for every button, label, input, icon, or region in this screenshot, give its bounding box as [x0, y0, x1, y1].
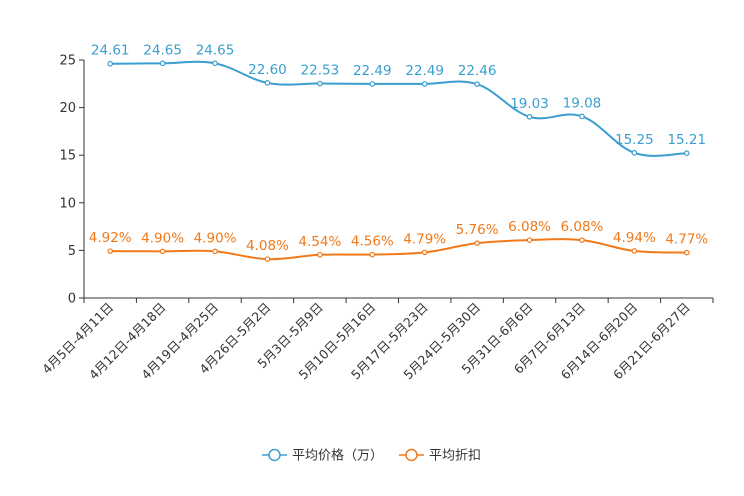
data-label: 22.46 [458, 63, 497, 79]
data-label: 4.90% [194, 230, 237, 246]
series-1: 4.92% 4.90% 4.90% 4.08% 4.54% 4.56% 4.79% 5.76%… [89, 219, 708, 262]
data-point[interactable] [159, 60, 166, 67]
data-point[interactable] [683, 150, 690, 157]
data-label: 4.54% [298, 234, 341, 250]
legend-item-0[interactable]: 平均价格（万） [262, 448, 383, 464]
data-point[interactable] [317, 251, 323, 258]
legend-item-1[interactable]: 平均折扣 [399, 449, 481, 464]
data-point[interactable] [369, 81, 376, 87]
data-point[interactable] [107, 60, 114, 67]
data-point[interactable] [264, 80, 271, 86]
data-point[interactable] [369, 251, 376, 258]
data-label: 24.61 [91, 43, 130, 59]
legend-label: 平均价格（万） [292, 448, 383, 464]
data-point[interactable] [579, 237, 585, 243]
data-label: 22.49 [353, 63, 392, 79]
data-label: 6.08% [561, 219, 604, 235]
series-layer: 24.61 24.65 24.65 22.60 22.53 22.49 22.49 22.46… [89, 42, 708, 262]
data-point[interactable] [631, 248, 638, 254]
data-point[interactable] [421, 81, 428, 87]
data-label: 4.79% [403, 231, 446, 247]
y-tick-label: 20 [59, 101, 76, 116]
y-tick-label: 15 [59, 149, 76, 164]
data-point[interactable] [317, 80, 323, 87]
legend-marker-icon [268, 448, 281, 462]
data-point[interactable] [683, 249, 690, 256]
y-tick-label: 0 [68, 292, 76, 307]
data-point[interactable] [159, 248, 166, 255]
series-line [110, 238, 687, 261]
data-label: 6.08% [508, 219, 551, 235]
data-label: 19.03 [510, 96, 549, 112]
data-label: 15.25 [615, 132, 654, 148]
data-label: 24.65 [143, 42, 182, 58]
data-label: 22.53 [301, 63, 340, 79]
series-0: 24.61 24.65 24.65 22.60 22.53 22.49 22.49 22.46… [91, 42, 706, 157]
data-point[interactable] [264, 256, 271, 262]
data-point[interactable] [526, 237, 533, 243]
legend-label: 平均折扣 [429, 449, 481, 464]
axes: 05101520254月5日-4月11日4月12日-4月18日4月19日-4月2… [39, 54, 714, 382]
data-point[interactable] [526, 114, 533, 120]
data-label: 24.65 [196, 42, 235, 58]
legend-marker-icon [405, 448, 418, 462]
y-tick-label: 10 [59, 196, 76, 211]
data-label: 4.77% [665, 232, 708, 248]
data-label: 4.94% [613, 230, 656, 246]
data-label: 22.60 [248, 62, 287, 78]
data-label: 19.08 [563, 95, 602, 111]
data-point[interactable] [631, 150, 638, 156]
y-tick-label: 25 [59, 54, 76, 69]
y-tick-label: 5 [68, 244, 76, 259]
data-label: 22.49 [405, 63, 444, 79]
data-point[interactable] [474, 240, 480, 246]
data-label: 15.21 [667, 132, 706, 148]
data-label: 4.92% [89, 230, 132, 246]
data-point[interactable] [421, 249, 428, 256]
data-label: 4.56% [351, 234, 394, 250]
data-point[interactable] [107, 248, 114, 254]
data-point[interactable] [212, 60, 218, 67]
data-point[interactable] [579, 113, 585, 120]
data-point[interactable] [212, 248, 218, 255]
data-point[interactable] [474, 81, 480, 87]
legend[interactable]: 平均价格（万） 平均折扣 [262, 448, 481, 464]
data-label: 4.90% [141, 230, 184, 246]
data-label: 4.08% [246, 238, 289, 254]
data-label: 5.76% [456, 222, 499, 238]
